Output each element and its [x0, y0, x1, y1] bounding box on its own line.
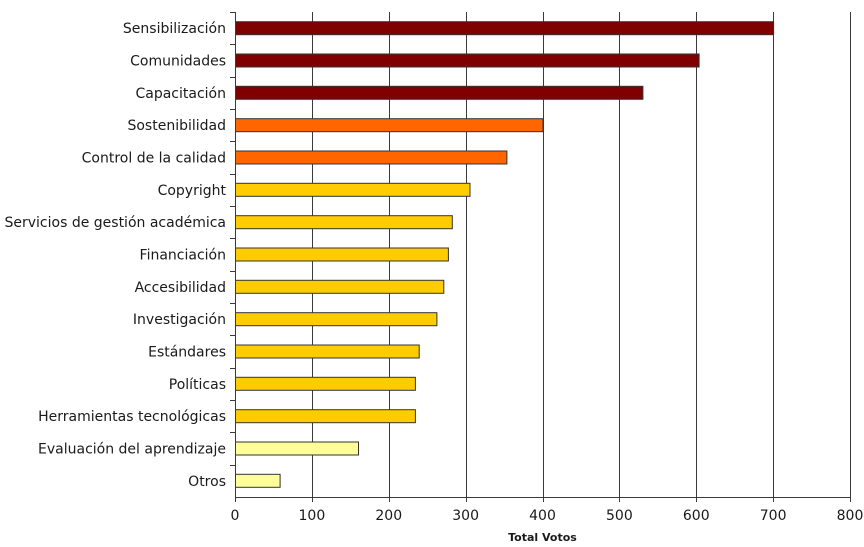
category-labels: Sensibilización Comunidades Capacitación So… — [5, 21, 227, 490]
bar — [235, 215, 453, 230]
bar — [235, 150, 508, 165]
category-label: Investigación — [133, 312, 226, 328]
bar — [235, 473, 281, 488]
bar — [235, 376, 416, 391]
x-tick-label: 100 — [299, 508, 326, 524]
bar — [235, 182, 471, 197]
x-tick-label: 600 — [683, 508, 710, 524]
category-label: Otros — [188, 474, 226, 490]
x-tick-label: 300 — [452, 508, 479, 524]
bar — [235, 247, 449, 262]
bars — [235, 21, 775, 488]
bar — [235, 279, 445, 294]
category-label: Sensibilización — [123, 21, 226, 37]
category-label: Políticas — [169, 377, 226, 393]
bar — [235, 312, 438, 327]
x-tick-label: 200 — [375, 508, 402, 524]
bar — [235, 53, 700, 68]
category-label: Accesibilidad — [135, 280, 226, 296]
x-tick-labels: 0 100 200 300 400 500 600 700 800 — [231, 508, 864, 524]
category-label: Evaluación del aprendizaje — [38, 442, 226, 458]
bar — [235, 118, 544, 133]
x-tick-label: 0 — [231, 508, 240, 524]
category-label: Herramientas tecnológicas — [38, 409, 226, 425]
x-tick-label: 500 — [606, 508, 633, 524]
x-axis-title: Total Votos — [508, 531, 577, 544]
category-label: Sostenibilidad — [127, 118, 226, 134]
bar — [235, 409, 416, 424]
category-label: Financiación — [140, 248, 226, 264]
x-tick-label: 800 — [837, 508, 864, 524]
category-label: Servicios de gestión académica — [5, 215, 227, 231]
category-label: Capacitación — [135, 86, 226, 102]
bar — [235, 85, 644, 100]
category-label: Control de la calidad — [82, 151, 226, 167]
category-label: Copyright — [158, 183, 227, 199]
bar — [235, 441, 359, 456]
x-tick-label: 700 — [760, 508, 787, 524]
bar — [235, 344, 420, 359]
category-label: Estándares — [148, 345, 226, 361]
x-tick-label: 400 — [529, 508, 556, 524]
bar — [235, 21, 775, 36]
category-label: Comunidades — [130, 54, 226, 70]
